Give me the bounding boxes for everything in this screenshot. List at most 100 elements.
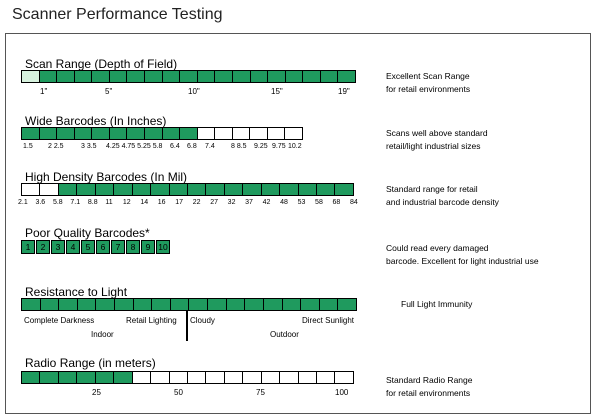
poor-quality-title: Poor Quality Barcodes* <box>25 226 150 240</box>
empty-segment <box>22 184 41 195</box>
empty-segment <box>206 372 225 383</box>
high-density-description: Standard range for retail and industrial… <box>386 183 499 209</box>
filled-segment <box>57 128 75 139</box>
filled-segment <box>39 128 58 139</box>
empty-segment <box>215 128 233 139</box>
high-density-tick: 27 <box>210 199 218 206</box>
high-density-tick: 16 <box>157 199 166 206</box>
empty-segment <box>335 372 353 383</box>
light-level-label: Direct Sunlight <box>302 316 355 325</box>
description-line: Full Light Immunity <box>401 299 473 309</box>
scan-range-title: Scan Range (Depth of Field) <box>25 57 178 71</box>
filled-segment <box>114 184 133 195</box>
description-line: for retail environments <box>386 84 471 94</box>
filled-segment <box>145 71 163 82</box>
filled-segment <box>151 184 170 195</box>
resistance-light-description: Full Light Immunity <box>401 298 472 311</box>
filled-segment <box>144 128 163 139</box>
filled-segment <box>40 372 59 383</box>
filled-segment <box>268 71 286 82</box>
filled-segment <box>206 184 225 195</box>
filled-segment <box>263 299 283 310</box>
description-line: and industrial barcode density <box>386 197 499 207</box>
filled-segment <box>133 299 153 310</box>
radio-range-description: Standard Radio Range for retail environm… <box>386 374 472 400</box>
poor-quality-box: 10 <box>156 240 170 254</box>
filled-segment <box>317 184 336 195</box>
filled-segment <box>77 372 96 383</box>
filled-segment <box>127 128 145 139</box>
filled-segment <box>95 372 115 383</box>
empty-segment <box>232 128 251 139</box>
filled-segment <box>197 71 216 82</box>
description-line: barcode. Excellent for light industrial … <box>386 256 539 266</box>
filled-segment <box>298 184 317 195</box>
filled-segment <box>109 71 128 82</box>
empty-segment <box>250 128 268 139</box>
high-density-tick: 8.8 <box>87 199 98 206</box>
resistance-light-bar <box>21 298 357 311</box>
filled-segment <box>58 184 78 195</box>
description-line: Standard range for retail <box>386 184 478 194</box>
empty-segment <box>187 372 207 383</box>
high-density-tick: 11 <box>105 199 113 206</box>
wide-barcodes-tick: 4.25 4.75 5.25 5.8 <box>106 143 163 150</box>
filled-segment <box>74 71 93 82</box>
poor-quality-box: 8 <box>126 240 140 254</box>
filled-segment <box>285 71 304 82</box>
description-line: retail/light industrial sizes <box>386 141 481 151</box>
filled-segment <box>77 184 96 195</box>
filled-segment <box>208 299 227 310</box>
filled-segment <box>319 299 339 310</box>
scan-range-bar <box>21 70 356 83</box>
high-density-tick: 2.1 <box>18 199 28 206</box>
filled-segment <box>338 71 355 82</box>
wide-barcodes-tick: 1.5 <box>23 143 33 150</box>
empty-segment <box>243 372 262 383</box>
filled-segment <box>92 128 110 139</box>
filled-segment <box>22 128 40 139</box>
wide-barcodes-tick: 3 3.5 <box>81 143 97 150</box>
filled-segment <box>180 71 198 82</box>
filled-segment <box>232 71 251 82</box>
wide-barcodes-tick: 6.8 <box>187 143 197 150</box>
high-density-tick: 68 <box>332 199 341 206</box>
high-density-tick: 7.1 <box>70 199 81 206</box>
poor-quality-box: 5 <box>81 240 95 254</box>
chart-panel: Scan Range (Depth of Field) 1" 5" 10" 15… <box>5 33 591 414</box>
wide-barcodes-tick: 2 2.5 <box>48 143 64 150</box>
high-density-tick: 53 <box>297 199 306 206</box>
filled-segment <box>250 71 269 82</box>
empty-segment <box>197 128 216 139</box>
empty-segment <box>40 184 59 195</box>
high-density-tick: 12 <box>122 199 131 206</box>
filled-segment <box>109 128 128 139</box>
filled-segment <box>189 299 209 310</box>
filled-segment <box>245 299 264 310</box>
poor-quality-box: 9 <box>141 240 155 254</box>
high-density-tick: 5.8 <box>52 199 63 206</box>
filled-segment <box>115 299 134 310</box>
filled-segment <box>215 71 233 82</box>
scan-range-tick: 19" <box>338 87 350 96</box>
filled-segment <box>92 71 110 82</box>
radio-range-tick: 100 <box>335 388 349 397</box>
description-line: Excellent Scan Range <box>386 71 470 81</box>
filled-segment <box>338 299 356 310</box>
environment-label: Outdoor <box>270 330 299 339</box>
high-density-tick-row: 2.1 3.6 5.8 7.1 8.8 11 12 14 16 17 22 27 32 37 42 48 53 5… <box>18 199 360 209</box>
poor-quality-boxes: 1 2 3 4 5 6 7 8 9 10 <box>21 240 191 256</box>
filled-segment <box>74 128 93 139</box>
filled-segment <box>152 299 171 310</box>
scan-range-description: Excellent Scan Range for retail environm… <box>386 70 470 96</box>
description-line: for retail environments <box>386 388 471 398</box>
wide-barcodes-tick: 9.75 <box>272 143 286 150</box>
filled-segment <box>301 299 320 310</box>
high-density-bar <box>21 183 354 196</box>
scan-range-tick: 15" <box>271 87 283 96</box>
filled-segment <box>335 184 353 195</box>
empty-segment <box>267 128 286 139</box>
poor-quality-description: Could read every damaged barcode. Excell… <box>386 242 539 268</box>
filled-segment <box>39 71 58 82</box>
high-density-tick: 32 <box>227 199 236 206</box>
